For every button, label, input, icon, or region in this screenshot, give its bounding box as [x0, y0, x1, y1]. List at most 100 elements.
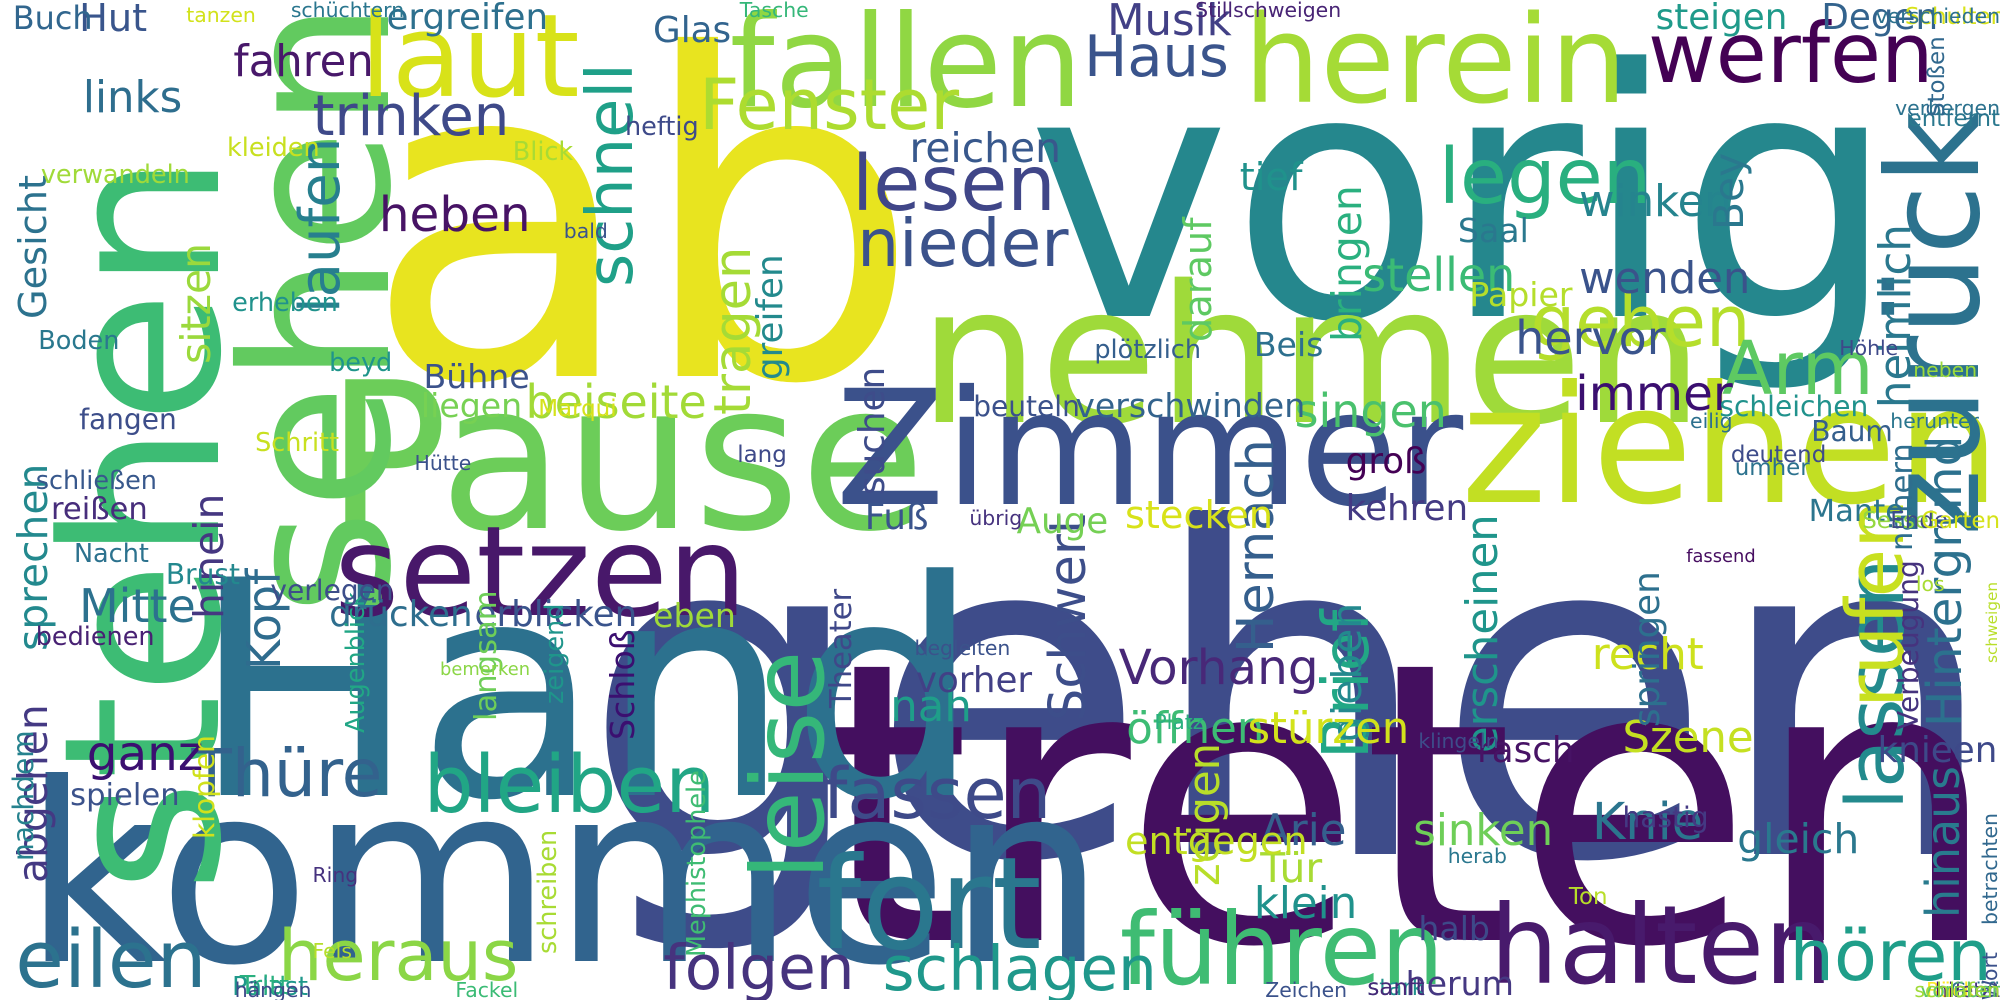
- word-heftig: heftig: [625, 111, 699, 142]
- word-verlegen: verlegen: [270, 573, 394, 607]
- word-werfen: werfen: [1647, 4, 1934, 102]
- word-folgen: folgen: [663, 932, 855, 1000]
- word-fangen: fangen: [79, 402, 177, 436]
- word-bringen: bringen: [1322, 185, 1371, 342]
- word-sinken: sinken: [1413, 805, 1554, 856]
- word-langsam: langsam: [468, 590, 504, 721]
- word-fackel: Fackel: [455, 977, 519, 1000]
- word-heimlich: heimlich: [1871, 224, 1921, 409]
- word-schwert: Schwert: [1039, 513, 1099, 721]
- word-drücken: drücken: [329, 593, 473, 635]
- word-bemerken: bemerken: [440, 658, 531, 680]
- word-schlafen: schlafen: [1914, 977, 2000, 1000]
- word-laut: laut: [359, 0, 580, 124]
- word-greifen: greifen: [749, 254, 791, 381]
- word-augenblick: Augenblick: [341, 592, 372, 734]
- word-tritt: Tritt: [239, 971, 290, 1000]
- word-ende: Ende: [1890, 508, 1948, 535]
- word-gräfi: Gräfi: [1950, 977, 2000, 1000]
- word-ring: Ring: [312, 862, 359, 887]
- word-lesen: lesen: [852, 139, 1056, 229]
- word-darauf: darauf: [1175, 217, 1221, 342]
- word-geben: geben: [1530, 280, 1751, 363]
- word-umher: umher: [1734, 454, 1810, 481]
- word-suchen: suchen: [851, 366, 893, 495]
- word-groß: groß: [1345, 440, 1427, 482]
- word-spielen: spielen: [70, 777, 180, 813]
- word-stellen: stellen: [1362, 247, 1516, 302]
- word-hinein: hinein: [184, 493, 233, 619]
- word-letzt: letzt: [1955, 977, 2000, 1000]
- word-verwandeln: verwandeln: [40, 160, 190, 191]
- word-tür: Tür: [1260, 844, 1323, 893]
- word-schreiben: schreiben: [532, 829, 563, 955]
- word-wenden: wenden: [1579, 253, 1751, 304]
- word-zeigen: zeigen: [1179, 743, 1230, 887]
- word-herum: herum: [1405, 963, 1514, 1000]
- word-stoßen: Stoßen: [1924, 36, 1951, 118]
- word-ab: ab: [363, 0, 921, 482]
- word-zeichen: Zeichen: [1265, 977, 1348, 1000]
- word-arie: Arie: [1260, 805, 1347, 856]
- word-deutend: deutend: [1730, 441, 1827, 468]
- word-zeigend: zeigend: [540, 603, 571, 705]
- word-eilen: eilen: [15, 913, 207, 1000]
- word-fahren: fahren: [233, 36, 374, 87]
- word-halb: halb: [1418, 908, 1490, 948]
- word-fels: Fels: [312, 939, 352, 964]
- word-zimmer: Zimmer: [835, 355, 1464, 542]
- word-platz: Platz: [1154, 709, 1204, 734]
- word-steigen: steigen: [1655, 0, 1788, 38]
- word-hinten: hinten: [1935, 977, 2000, 1000]
- word-tasche: Tasche: [739, 0, 809, 22]
- word-erscheinen: erscheinen: [1457, 513, 1508, 753]
- word-schloß: Schloß: [602, 629, 642, 740]
- word-trinken: trinken: [312, 84, 510, 150]
- word-mantel: Mantel: [1808, 494, 1913, 530]
- word-vorher: vorher: [915, 660, 1033, 702]
- word-herein: herein: [1243, 0, 1628, 131]
- word-fassen: fassen: [822, 752, 1052, 835]
- word-beyd: beyd: [329, 347, 393, 378]
- word-thüre: Thüre: [191, 733, 383, 812]
- word-fassend: fassend: [1686, 546, 1756, 568]
- word-ton: Ton: [1568, 884, 1608, 911]
- word-hut: Hut: [79, 0, 148, 41]
- word-musik: Musik: [1107, 0, 1232, 46]
- word-hand: Hand: [191, 517, 981, 867]
- word-palast: Palast: [232, 971, 308, 1000]
- word-schüchtern: schüchtern: [290, 0, 405, 22]
- word-begleiten: begleiten: [914, 635, 1011, 660]
- word-knie: Knie: [1591, 793, 1704, 853]
- word-tanzen: tanzen: [186, 3, 256, 28]
- word-beuteln: beuteln: [973, 389, 1080, 423]
- word-setzen: setzen: [334, 500, 747, 646]
- word-eben: eben: [653, 596, 736, 636]
- word-recht: recht: [1591, 629, 1704, 680]
- word-sanft: sanft: [1367, 975, 1425, 1000]
- word-plötzlich: plötzlich: [1094, 335, 1201, 365]
- word-reißen: reißen: [51, 491, 148, 527]
- word-fenster: Fenster: [698, 64, 960, 147]
- word-laufen: laufen: [288, 137, 354, 313]
- word-hastig: hastig: [1622, 800, 1709, 834]
- word-führen: führen: [1119, 892, 1444, 1000]
- word-nacht: Nacht: [73, 539, 149, 570]
- word-winken: winken: [1579, 177, 1732, 228]
- word-buch: Buch: [12, 0, 93, 37]
- word-gleich: gleich: [1737, 814, 1860, 863]
- word-ergreifen: ergreifen: [386, 0, 549, 38]
- word-stark: stark: [1367, 975, 1426, 1000]
- word-springen: springen: [1627, 571, 1669, 728]
- word-treten: treten: [818, 578, 2000, 1000]
- word-heben: heben: [378, 187, 531, 244]
- word-haus: Haus: [1084, 23, 1229, 91]
- word-vorüber: vorüber: [1920, 977, 2000, 1000]
- word-fort: fort: [816, 830, 1042, 979]
- word-klopfen: klopfen: [188, 735, 222, 840]
- word-beis: Beis: [1253, 324, 1324, 364]
- word-halten: halten: [1489, 881, 1833, 1000]
- word-verschwinden: verschwinden: [1075, 386, 1306, 426]
- word-stürzen: stürzen: [1247, 703, 1410, 754]
